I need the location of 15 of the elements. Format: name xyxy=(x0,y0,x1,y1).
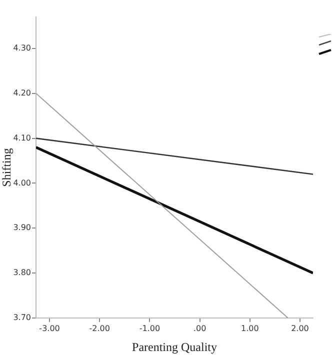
y-tick-label: 3.70 xyxy=(13,313,31,322)
y-tick-label: 4.10 xyxy=(13,133,31,142)
y-tick-label: 4.30 xyxy=(13,44,31,53)
x-tick-label: -3.00 xyxy=(39,324,60,333)
x-tick-label: 2.00 xyxy=(291,324,309,333)
y-tick-label: 4.00 xyxy=(13,178,31,188)
y-axis-title: Shifting xyxy=(0,148,14,187)
y-tick-label: 3.80 xyxy=(13,268,31,278)
x-tick-label: -1.00 xyxy=(139,324,160,333)
y-tick-label: 4.20 xyxy=(13,88,31,98)
x-axis-title: Parenting Quality xyxy=(132,340,217,354)
x-tick-label: 1.00 xyxy=(240,324,259,333)
y-tick-label: 3.90 xyxy=(13,223,31,232)
x-tick-label: .00 xyxy=(193,324,206,333)
x-tick-label: -2.00 xyxy=(89,324,110,333)
